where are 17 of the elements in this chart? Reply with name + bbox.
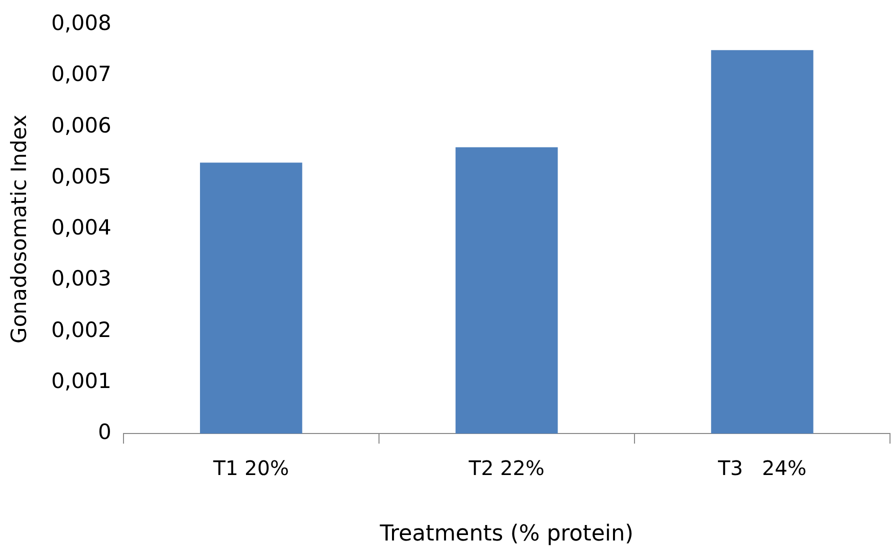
y-tick-label: 0,003 [51,266,112,291]
y-tick-label: 0,006 [51,113,112,138]
bar [200,162,302,434]
x-tick-label: T2 22% [468,456,545,480]
y-tick-label: 0 [98,420,112,444]
x-tick-label: T3 24% [716,456,806,480]
y-tick-label: 0,002 [51,318,112,342]
y-tick-label: 0,001 [51,368,112,393]
y-axis-title: Gonadosomatic Index [7,114,32,344]
y-tick-label: 0,008 [51,11,112,36]
bar [711,50,814,434]
bar [456,147,558,434]
y-tick-label: 0,007 [51,62,112,86]
y-tick-label: 0,005 [51,164,112,188]
x-tick-label: T1 20% [212,456,289,480]
y-tick-label: 0,004 [51,216,112,240]
x-axis-title: Treatments (% protein) [378,522,634,547]
